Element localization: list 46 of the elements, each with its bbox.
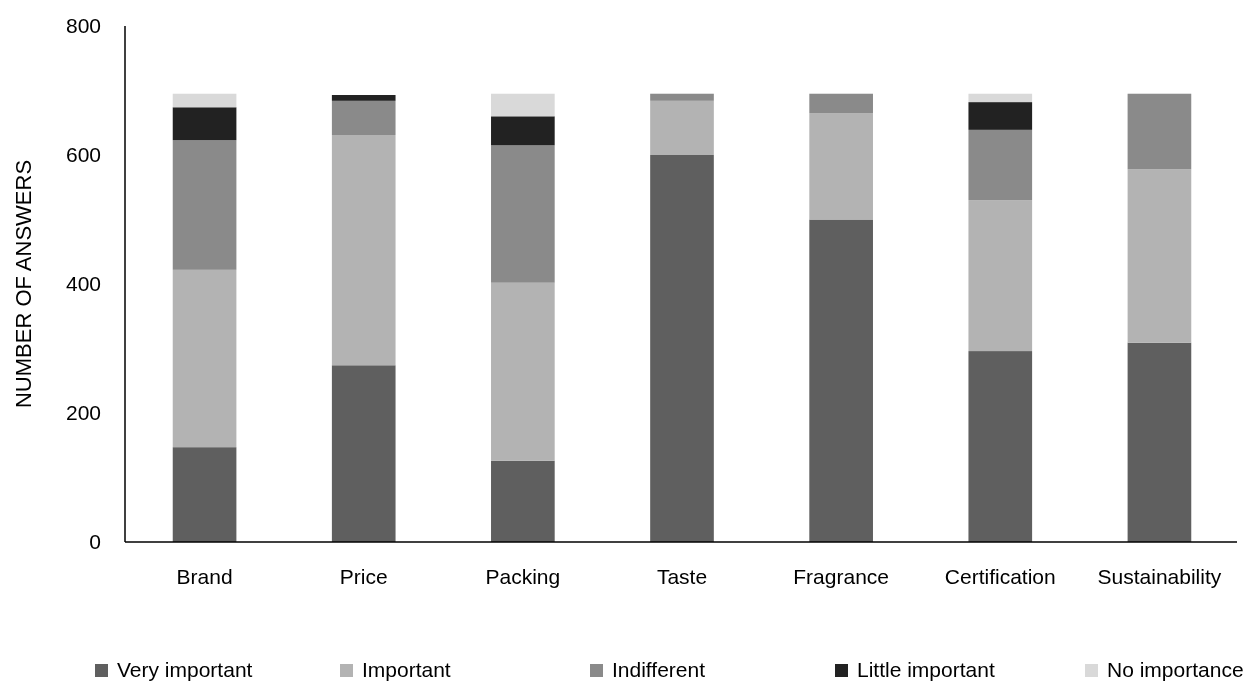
x-tick-label: Brand xyxy=(176,565,233,588)
x-tick-label: Certification xyxy=(944,565,1056,588)
x-tick-label: Sustainability xyxy=(1097,565,1222,588)
bar xyxy=(331,365,396,542)
legend-label: Important xyxy=(362,658,451,681)
bar xyxy=(968,351,1033,542)
bar xyxy=(491,282,555,461)
legend-label: Indifferent xyxy=(612,658,706,681)
bar xyxy=(1127,342,1192,542)
bar xyxy=(809,219,873,542)
x-tick-label: Taste xyxy=(656,565,708,588)
bar xyxy=(172,140,237,270)
y-tick-label: 200 xyxy=(65,401,101,425)
bar xyxy=(491,145,555,283)
bar xyxy=(331,95,396,101)
bar xyxy=(809,113,873,220)
y-tick-label: 400 xyxy=(65,272,101,296)
x-tick-label: Fragrance xyxy=(793,565,889,588)
bar xyxy=(172,269,237,448)
bar xyxy=(650,100,714,155)
bar xyxy=(968,129,1033,201)
bar xyxy=(968,93,1033,103)
bar xyxy=(809,93,873,114)
y-tick-label: 600 xyxy=(65,143,101,167)
bar xyxy=(172,447,237,542)
legend-label: Little important xyxy=(857,658,995,681)
y-tick-label: 0 xyxy=(89,530,101,554)
x-tick-label: Price xyxy=(339,565,388,588)
bar xyxy=(968,102,1033,130)
x-tick-label: Packing xyxy=(485,565,561,588)
bar xyxy=(491,93,555,117)
legend-label: No importance xyxy=(1107,658,1244,681)
bar xyxy=(331,135,396,366)
bar xyxy=(968,200,1033,352)
bar xyxy=(1127,93,1192,170)
bar xyxy=(172,107,237,141)
bar xyxy=(491,116,555,146)
y-axis-title: NUMBER OF ANSWERS xyxy=(11,159,36,409)
bar xyxy=(1127,169,1192,343)
y-tick-label: 800 xyxy=(65,14,101,38)
bar xyxy=(331,100,396,136)
legend-label: Very important xyxy=(117,658,253,681)
bar xyxy=(650,93,714,101)
bar xyxy=(172,93,237,108)
bar xyxy=(650,155,714,542)
bar xyxy=(491,460,555,542)
